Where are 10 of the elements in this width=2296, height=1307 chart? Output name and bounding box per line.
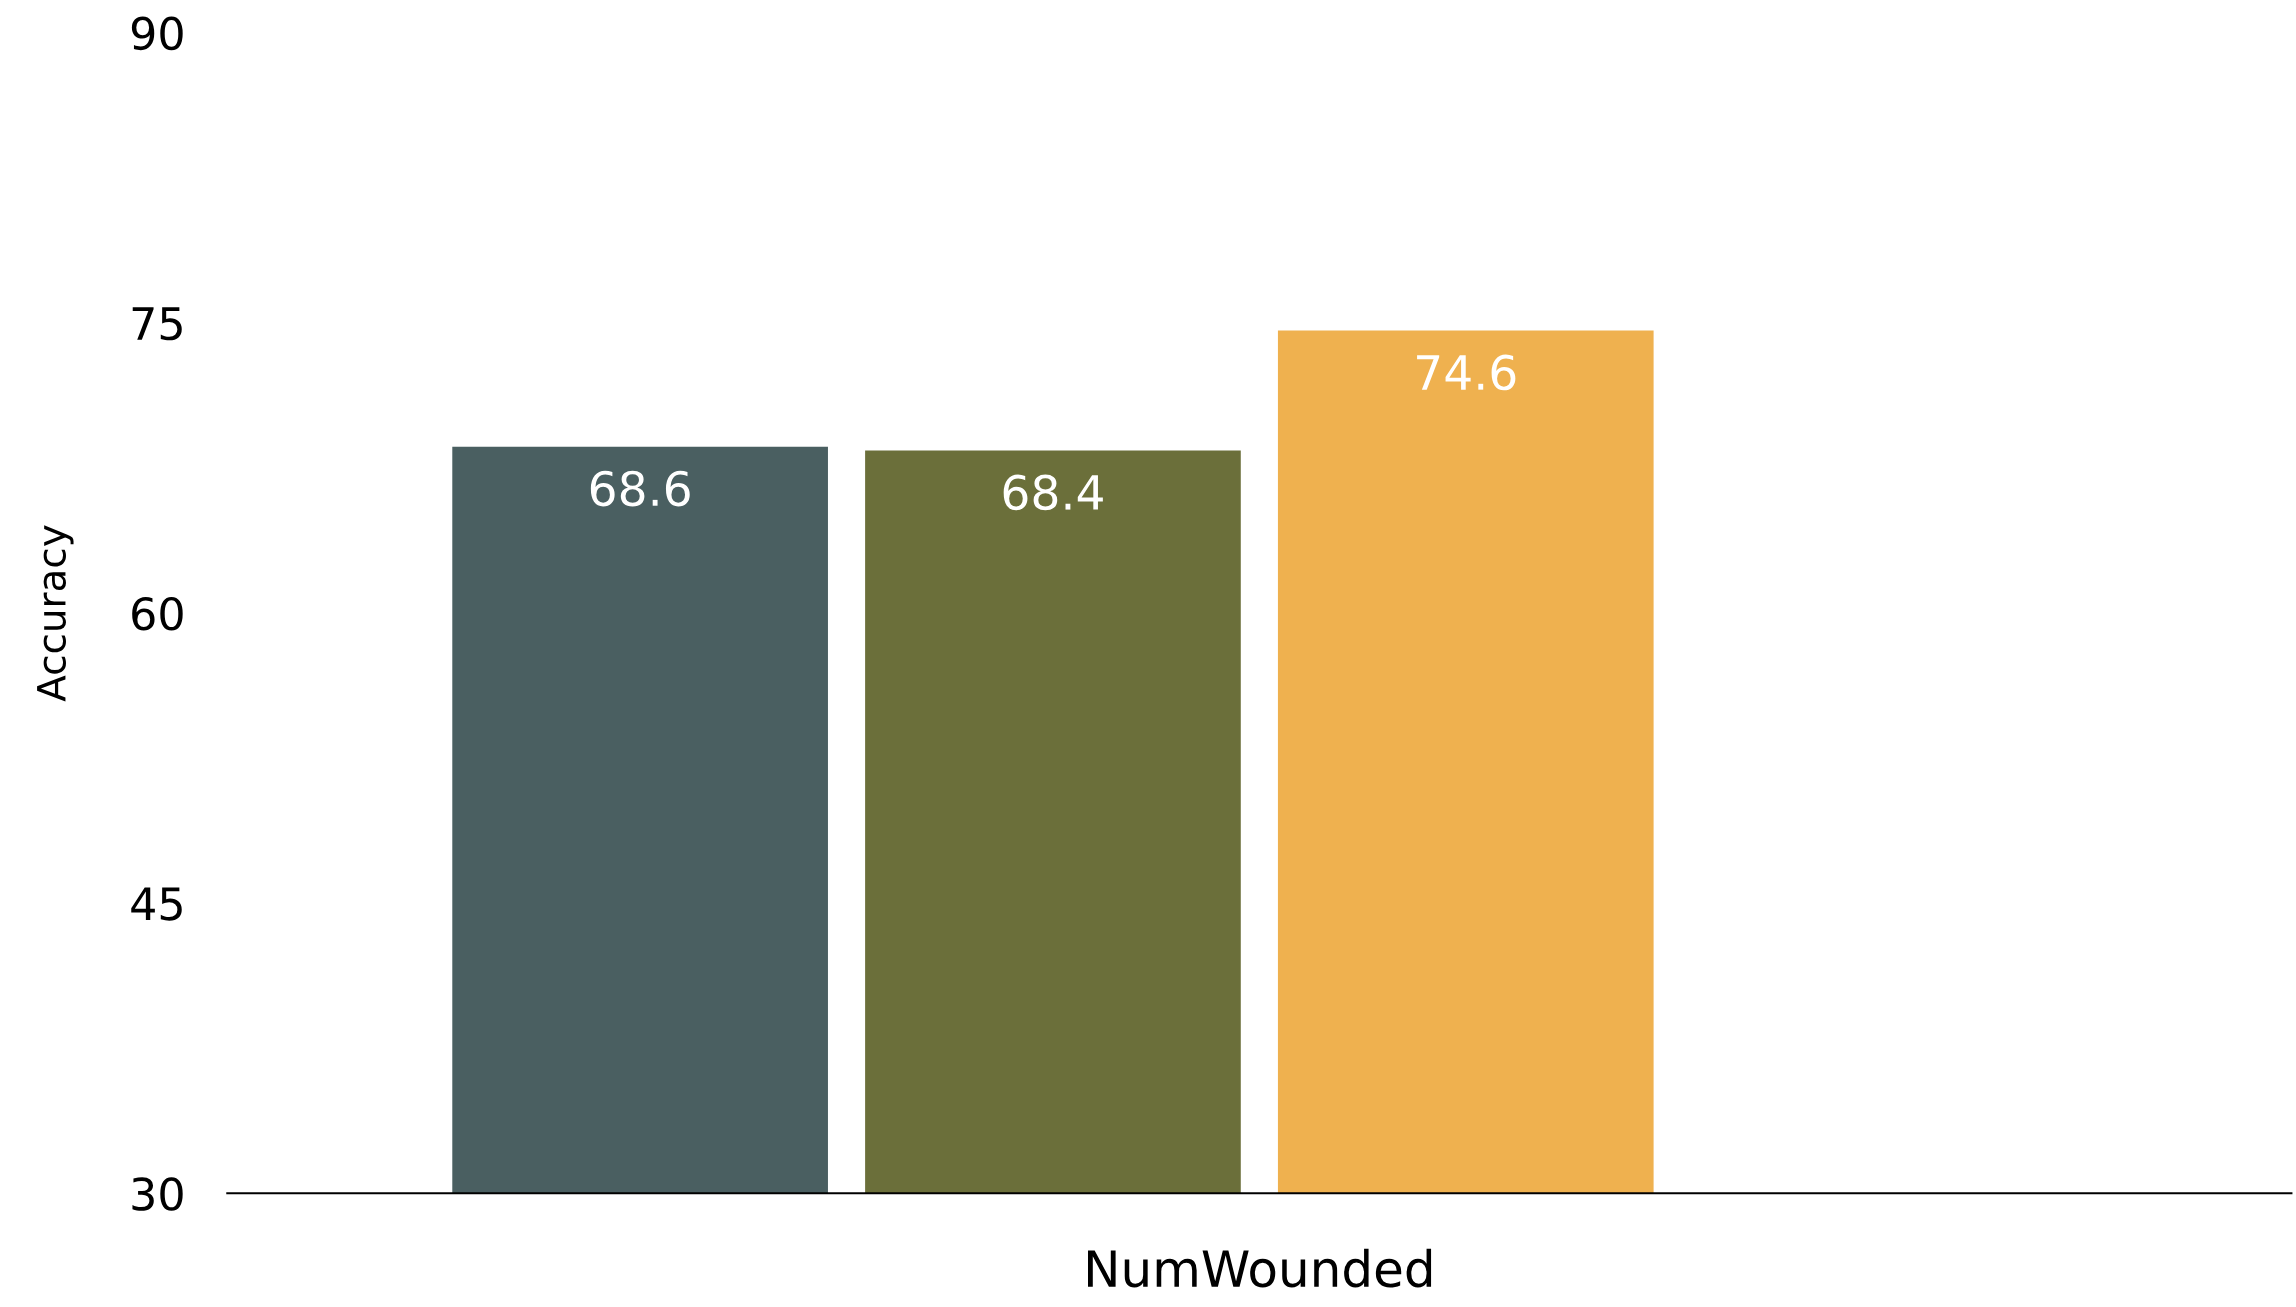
y-tick-label: 90	[131, 16, 183, 51]
data-label: 68.4	[1003, 474, 1103, 511]
y-tick-label: 45	[131, 887, 182, 921]
data-label: 68.6	[590, 470, 690, 507]
y-tick-label: 30	[132, 1177, 183, 1211]
y-tick-label: 60	[132, 596, 183, 631]
y-axis-title: Accuracy	[37, 525, 74, 702]
x-tick-label: NumWounded	[1088, 1248, 1432, 1288]
data-label: 74.6	[1417, 354, 1516, 391]
y-tick-label: 75	[132, 307, 182, 341]
